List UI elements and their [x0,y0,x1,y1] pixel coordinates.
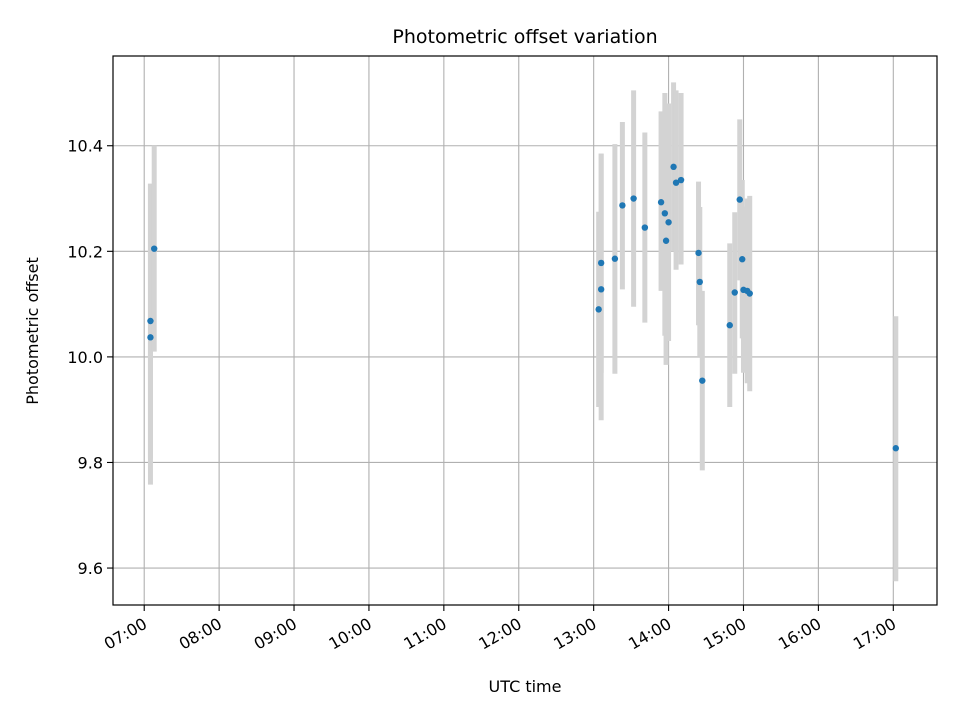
data-point [147,334,154,341]
data-point [672,179,680,186]
data-point [657,199,665,206]
chart-title: Photometric offset variation [392,26,657,48]
plot-frame [112,55,938,606]
x-axis-label: UTC time [489,677,562,696]
data-point [739,256,746,263]
data-point [892,445,899,452]
y-tick-label: 10.4 [67,137,103,156]
data-point [619,202,626,209]
data-point [597,286,605,293]
data-point [677,176,685,184]
data-point [670,163,677,171]
data-point [696,278,703,286]
data-point [595,306,602,313]
data-point [665,219,672,226]
y-tick-label: 9.8 [78,453,103,472]
data-point [661,210,669,217]
data-point [699,377,706,384]
y-axis: 9.6 9.8 10.0 10.2 10.4 [67,137,113,578]
data-point [736,196,743,203]
data-point [731,289,738,296]
data-point [611,255,619,262]
y-tick-label: 10.0 [67,348,103,367]
data-point [746,290,753,297]
data-point [726,322,733,329]
y-axis-label: Photometric offset [23,257,42,405]
data-point [695,249,702,257]
data-point [630,195,637,202]
data-point [151,245,158,252]
data-point [662,237,670,244]
y-tick-label: 10.2 [67,242,103,261]
data-point [597,259,605,267]
data-point [147,317,154,325]
data-point [641,224,649,231]
y-tick-label: 9.6 [78,559,103,578]
data-points [147,163,899,452]
